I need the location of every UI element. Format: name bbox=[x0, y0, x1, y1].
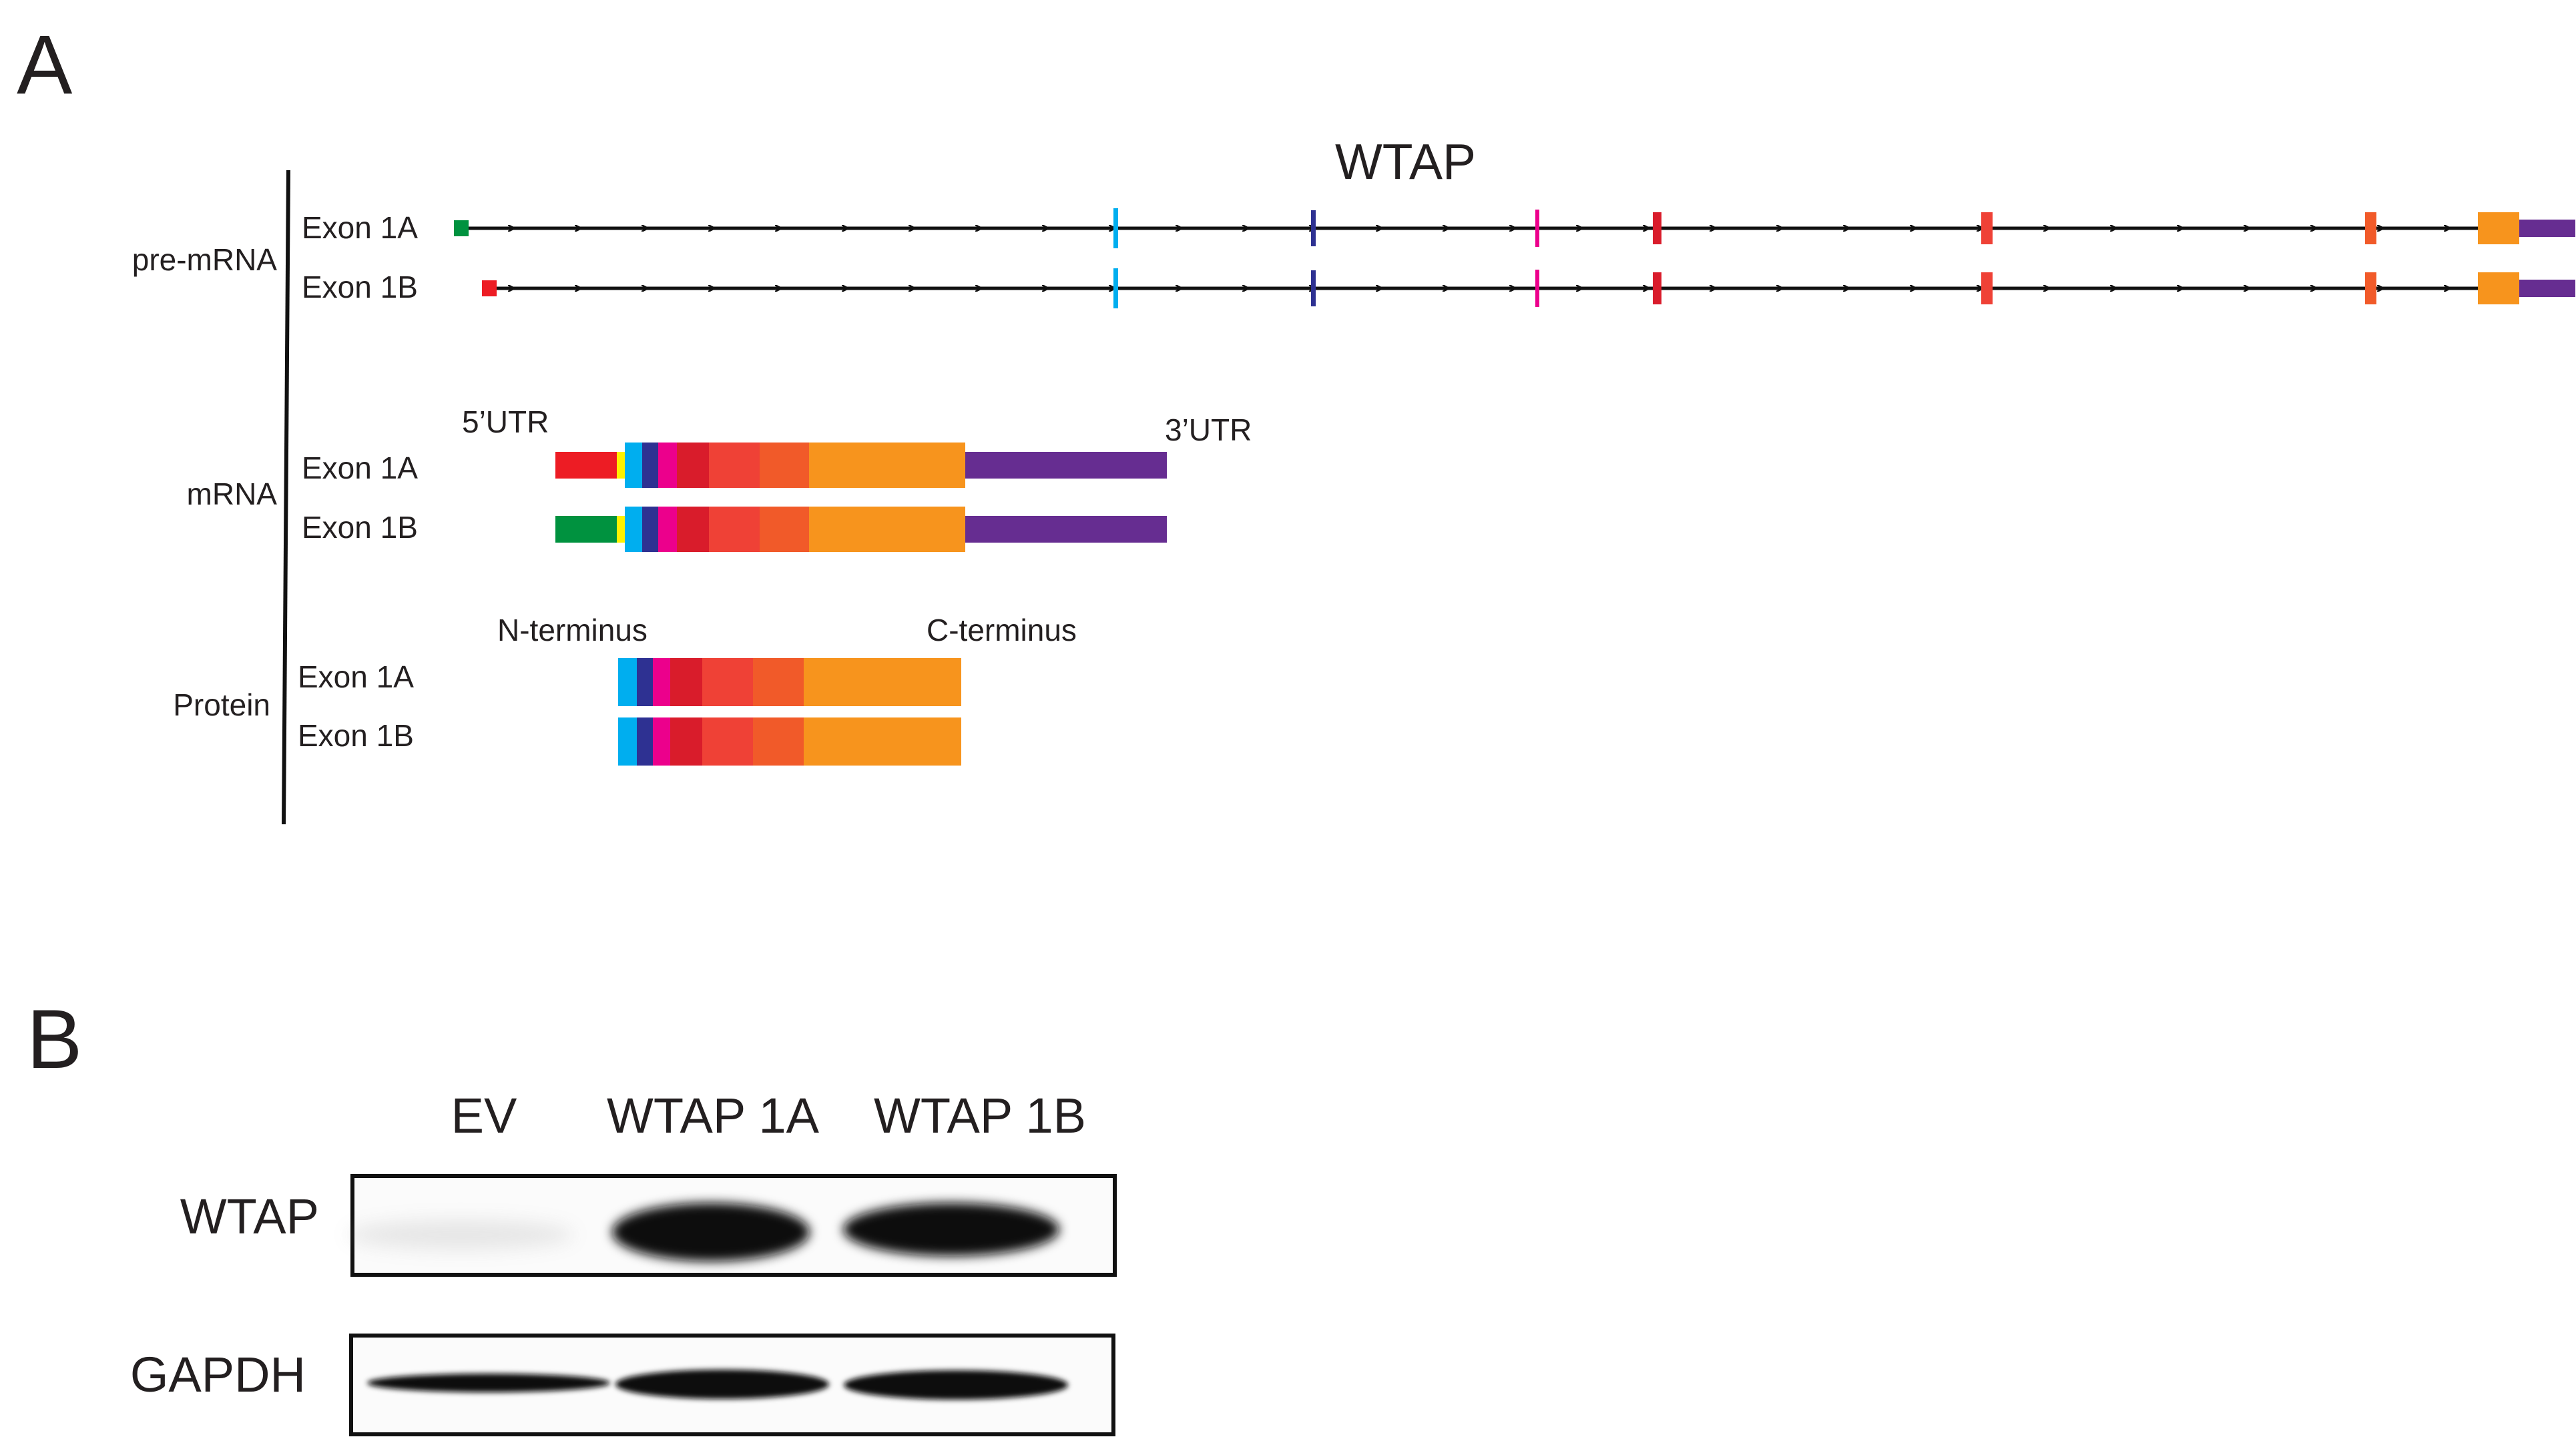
exon-7 bbox=[2365, 212, 2376, 244]
mrna-row-label-1a: Exon 1A bbox=[302, 451, 418, 485]
exon-4 bbox=[1535, 210, 1539, 247]
utr5-segment bbox=[555, 516, 617, 543]
band-gapdh-1a bbox=[615, 1370, 829, 1399]
premrna-row-label-1a: Exon 1A bbox=[302, 210, 418, 245]
domain-orange bbox=[804, 717, 961, 766]
exon-4 bbox=[1535, 270, 1539, 307]
exon-1 bbox=[454, 220, 469, 236]
mrna-bar-exon-1b bbox=[555, 507, 1167, 552]
domain-orange bbox=[804, 658, 961, 706]
panel-a: A WTAP pre-mRNA mRNA Protein Exon 1A Exo… bbox=[17, 19, 2575, 825]
blot-label-gapdh: GAPDH bbox=[130, 1347, 306, 1402]
exon-segment-navy bbox=[642, 507, 658, 552]
exon-segment-red bbox=[709, 443, 760, 488]
domain-magenta bbox=[653, 717, 670, 766]
exon-segment-navy bbox=[642, 443, 658, 488]
lane-label-ev: EV bbox=[451, 1088, 517, 1143]
exon-6 bbox=[1981, 272, 1993, 304]
domain-navy bbox=[637, 658, 653, 706]
exon-2 bbox=[1113, 208, 1118, 248]
exon-segment-red bbox=[709, 507, 760, 552]
panel-a-label: A bbox=[17, 19, 73, 111]
group-label-protein: Protein bbox=[173, 687, 270, 722]
exon-5 bbox=[1653, 272, 1661, 304]
exon-segment-cyan bbox=[625, 507, 642, 552]
exon-8 bbox=[2478, 272, 2519, 304]
mrna-bar-exon-1a bbox=[555, 443, 1167, 488]
blot-label-wtap: WTAP bbox=[180, 1189, 319, 1244]
band-wtap-1a bbox=[612, 1203, 810, 1261]
western-blot-wtap bbox=[347, 1174, 1117, 1277]
exon-segment-orange-red bbox=[760, 507, 809, 552]
exon-1 bbox=[482, 280, 497, 296]
exon-segment-yellow bbox=[617, 452, 625, 479]
band-wtap-1b bbox=[843, 1203, 1059, 1256]
exon-5 bbox=[1653, 212, 1661, 244]
lane-label-wtap-1a: WTAP 1A bbox=[607, 1088, 820, 1143]
n-terminus-label: N-terminus bbox=[497, 613, 648, 647]
utr3-segment bbox=[965, 516, 1167, 543]
premrna-track-exon-1a bbox=[454, 208, 2575, 248]
exon-segment-crimson bbox=[677, 443, 709, 488]
exon-segment-magenta bbox=[658, 443, 677, 488]
exon-segment-yellow bbox=[617, 516, 625, 543]
domain-cyan bbox=[618, 717, 637, 766]
protein-row-label-1b: Exon 1B bbox=[298, 718, 414, 753]
domain-cyan bbox=[618, 658, 637, 706]
exon-segment-orange bbox=[809, 507, 965, 552]
utr5-label: 5’UTR bbox=[462, 404, 549, 439]
exon-segment-orange bbox=[809, 443, 965, 488]
utr3-exon bbox=[2519, 220, 2575, 237]
exon-8 bbox=[2478, 212, 2519, 244]
utr3-segment bbox=[965, 452, 1167, 479]
protein-row-label-1a: Exon 1A bbox=[298, 659, 414, 694]
domain-red bbox=[702, 717, 753, 766]
group-bracket bbox=[282, 170, 290, 825]
group-label-mrna: mRNA bbox=[187, 477, 278, 511]
panel-b-label: B bbox=[27, 993, 82, 1086]
domain-magenta bbox=[653, 658, 670, 706]
mrna-row-label-1b: Exon 1B bbox=[302, 510, 418, 545]
exon-7 bbox=[2365, 272, 2376, 304]
domain-navy bbox=[637, 717, 653, 766]
exon-2 bbox=[1113, 268, 1118, 308]
protein-bar-exon-1a bbox=[618, 658, 961, 706]
exon-segment-crimson bbox=[677, 507, 709, 552]
utr5-segment bbox=[555, 452, 617, 479]
gene-title: WTAP bbox=[1335, 133, 1476, 190]
domain-orange-red bbox=[753, 658, 804, 706]
c-terminus-label: C-terminus bbox=[927, 613, 1077, 647]
domain-crimson bbox=[670, 717, 702, 766]
exon-6 bbox=[1981, 212, 1993, 244]
premrna-track-exon-1b bbox=[482, 268, 2575, 308]
premrna-row-label-1b: Exon 1B bbox=[302, 270, 418, 304]
band-wtap-ev bbox=[347, 1220, 574, 1249]
exon-segment-cyan bbox=[625, 443, 642, 488]
exon-3 bbox=[1311, 210, 1316, 246]
exon-3 bbox=[1311, 270, 1316, 306]
utr3-label: 3’UTR bbox=[1165, 412, 1252, 447]
panel-b: B EV WTAP 1A WTAP 1B WTAP GAPDH bbox=[27, 993, 1117, 1436]
domain-orange-red bbox=[753, 717, 804, 766]
domain-red bbox=[702, 658, 753, 706]
protein-bar-exon-1b bbox=[618, 717, 961, 766]
band-gapdh-ev bbox=[367, 1374, 610, 1392]
lane-label-wtap-1b: WTAP 1B bbox=[874, 1088, 1086, 1143]
group-label-premrna: pre-mRNA bbox=[132, 242, 278, 277]
exon-segment-magenta bbox=[658, 507, 677, 552]
utr3-exon bbox=[2519, 280, 2575, 297]
exon-segment-orange-red bbox=[760, 443, 809, 488]
western-blot-gapdh bbox=[349, 1334, 1115, 1436]
band-gapdh-1b bbox=[844, 1370, 1068, 1400]
domain-crimson bbox=[670, 658, 702, 706]
